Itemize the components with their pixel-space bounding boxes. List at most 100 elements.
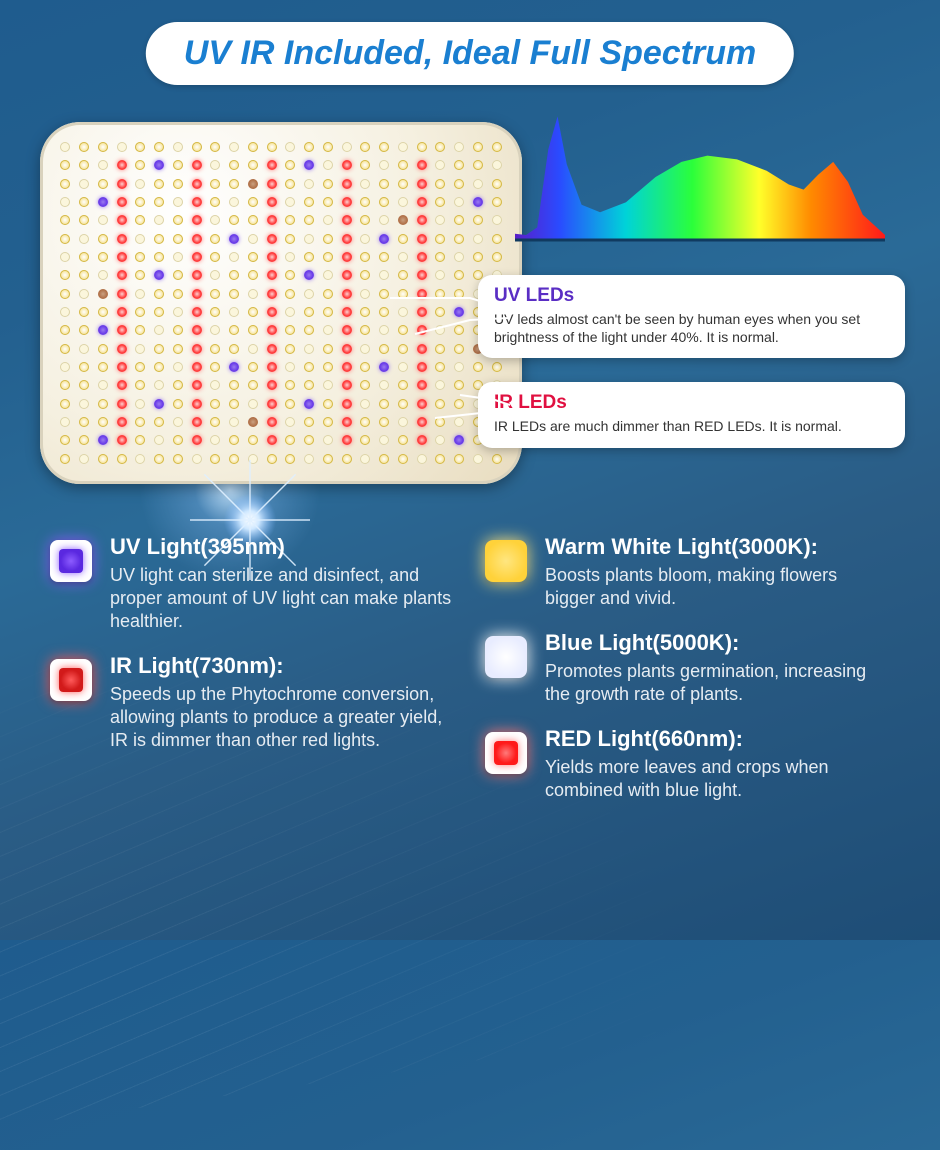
warm-white-led	[98, 142, 108, 152]
cool-white-led	[248, 344, 258, 354]
red-led	[417, 160, 427, 170]
cool-white-led	[360, 399, 370, 409]
red-led	[117, 399, 127, 409]
cool-white-led	[173, 417, 183, 427]
warm-white-led	[154, 344, 164, 354]
warm-white-led	[154, 142, 164, 152]
red-led	[192, 307, 202, 317]
warm-white-led	[229, 399, 239, 409]
warm-white-led	[210, 417, 220, 427]
warm-white-led	[304, 252, 314, 262]
blue-body: Promotes plants germination, increasing …	[545, 660, 890, 706]
uv-led	[154, 399, 164, 409]
cool-white-led	[360, 179, 370, 189]
warm-white-led	[360, 252, 370, 262]
red-led	[192, 344, 202, 354]
warm-white-led	[248, 197, 258, 207]
red-led	[267, 197, 277, 207]
red-led	[342, 417, 352, 427]
red-swatch	[485, 732, 527, 774]
warm-white-led	[454, 325, 464, 335]
warm-white-led	[210, 197, 220, 207]
cool-white-led	[435, 380, 445, 390]
warm-white-led	[304, 197, 314, 207]
warm-white-led	[435, 399, 445, 409]
warm-white-led	[379, 252, 389, 262]
warm-white-led	[229, 179, 239, 189]
warm-white-led	[135, 197, 145, 207]
warm-white-led	[285, 344, 295, 354]
warm-white-led	[79, 215, 89, 225]
red-led	[267, 435, 277, 445]
warm-white-led	[360, 307, 370, 317]
cool-white-led	[473, 179, 483, 189]
cool-white-led	[454, 417, 464, 427]
warm-white-led	[135, 307, 145, 317]
warm-white-led	[248, 307, 258, 317]
warm-white-led	[398, 435, 408, 445]
blue-title: Blue Light(5000K):	[545, 630, 890, 656]
warm-white-led	[229, 270, 239, 280]
warm-white-led	[304, 307, 314, 317]
warm-white-led	[360, 270, 370, 280]
warm-white-led	[154, 307, 164, 317]
cool-white-led	[60, 417, 70, 427]
ir-body: Speeds up the Phytochrome conversion, al…	[110, 683, 455, 752]
warm-white-led	[304, 215, 314, 225]
warm-white-led	[398, 399, 408, 409]
warm-white-led	[79, 417, 89, 427]
cool-white-led	[117, 142, 127, 152]
cool-white-led	[154, 380, 164, 390]
cool-white-led	[154, 435, 164, 445]
red-led	[117, 380, 127, 390]
cool-white-led	[285, 307, 295, 317]
red-led	[117, 289, 127, 299]
warm-white-led	[285, 179, 295, 189]
red-led	[342, 362, 352, 372]
cool-white-led	[60, 362, 70, 372]
warm-white-led	[154, 417, 164, 427]
uv-body: UV light can sterilize and disinfect, an…	[110, 564, 455, 633]
warm-white-led	[248, 215, 258, 225]
warm-white-led	[173, 454, 183, 464]
warm-white-led	[454, 454, 464, 464]
cool-white-led	[229, 417, 239, 427]
warm-white-led	[154, 234, 164, 244]
warm-white-led	[135, 160, 145, 170]
warm-white-led	[135, 325, 145, 335]
red-led	[417, 270, 427, 280]
warm-white-led	[398, 179, 408, 189]
warm-white-led	[135, 215, 145, 225]
warm-white-led	[229, 325, 239, 335]
cool-white-led	[210, 160, 220, 170]
warm-white-led	[135, 362, 145, 372]
warm-white-led	[492, 234, 502, 244]
warm-white-led	[435, 234, 445, 244]
page-title: UV IR Included, Ideal Full Spectrum	[146, 22, 794, 85]
uv-led	[454, 307, 464, 317]
warm-white-led	[60, 380, 70, 390]
warm-white-led	[379, 142, 389, 152]
cool-white-led	[492, 160, 502, 170]
red-led	[117, 160, 127, 170]
cool-white-led	[229, 197, 239, 207]
cool-white-led	[60, 197, 70, 207]
legend-item-uv: UV Light(395nm)UV light can sterilize an…	[50, 534, 455, 633]
cool-white-led	[192, 454, 202, 464]
warm-white-led	[360, 197, 370, 207]
red-led	[267, 362, 277, 372]
warm-white-led	[304, 325, 314, 335]
red-led	[267, 380, 277, 390]
cool-white-led	[304, 454, 314, 464]
cool-white-led	[154, 325, 164, 335]
warm-white-led	[323, 234, 333, 244]
warm-white-led	[304, 362, 314, 372]
red-led	[342, 234, 352, 244]
warm-white-led	[248, 142, 258, 152]
cool-white-led	[229, 142, 239, 152]
cool-white-led	[285, 142, 295, 152]
red-led	[117, 234, 127, 244]
uv-led	[154, 160, 164, 170]
warm-white-led	[173, 380, 183, 390]
warm-white-led	[492, 252, 502, 262]
